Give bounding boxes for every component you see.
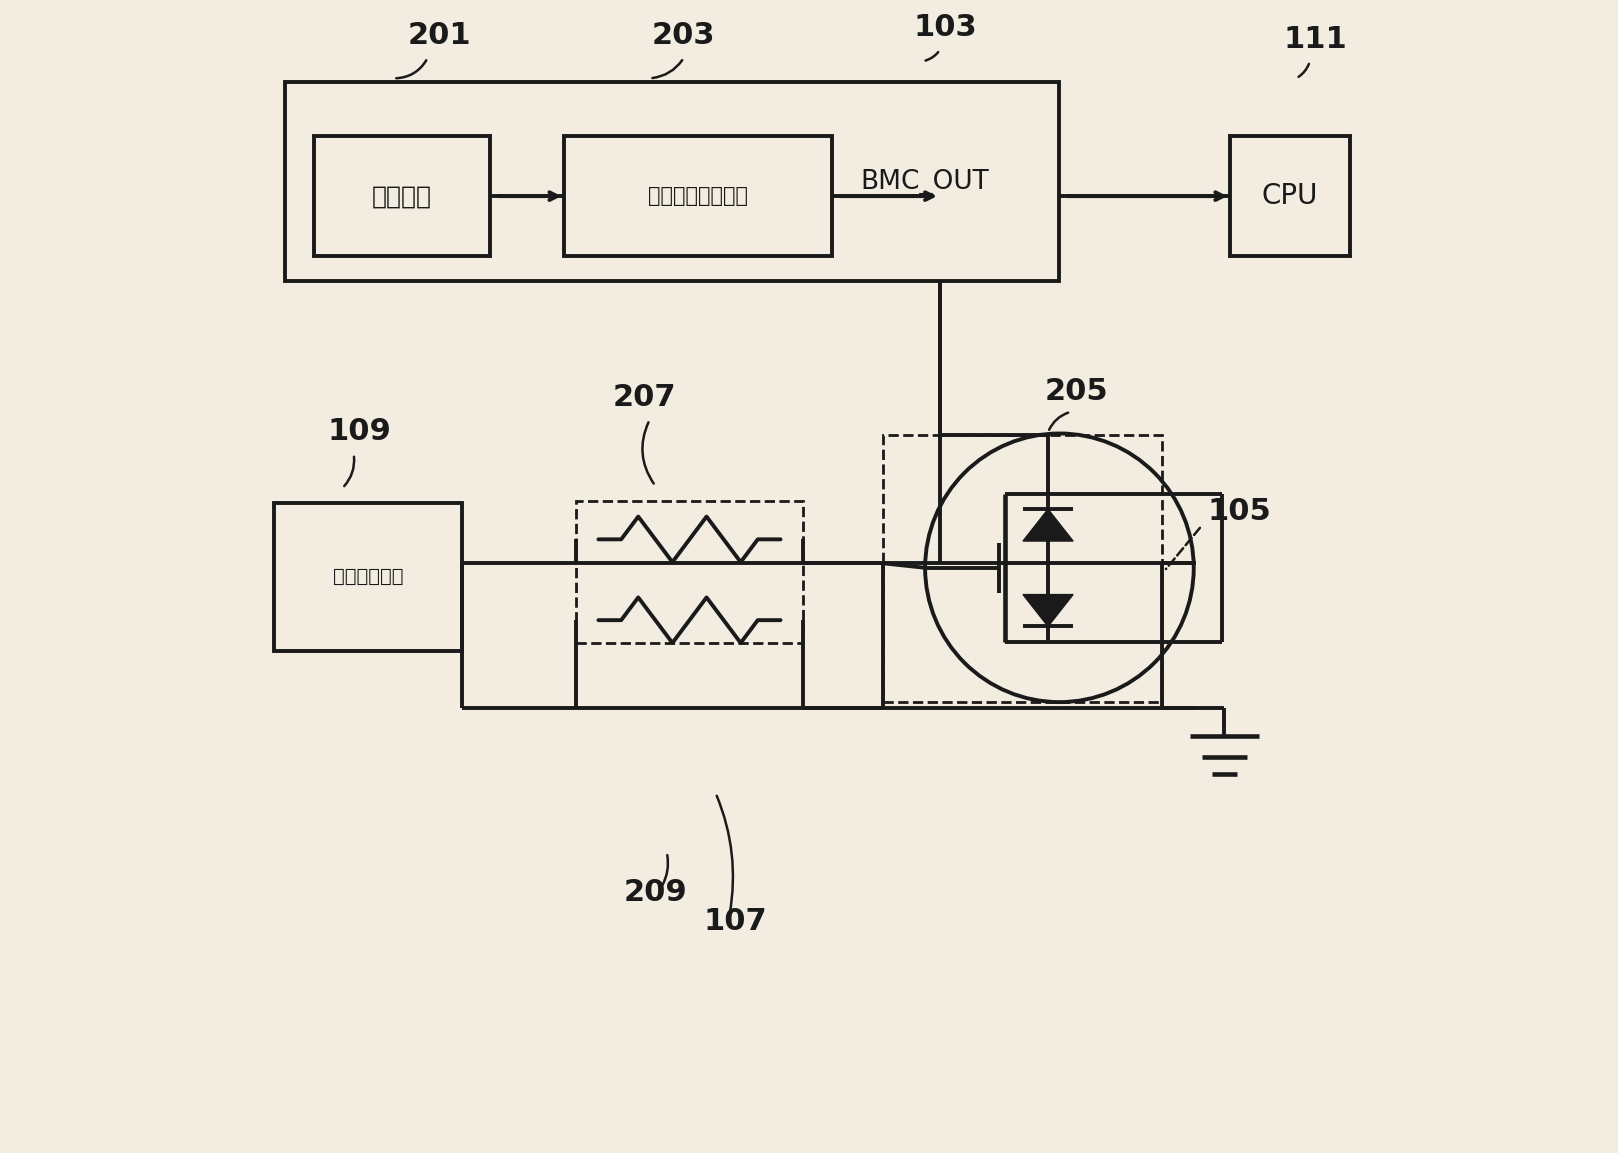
Text: 测温仪器: 测温仪器 xyxy=(372,184,432,209)
Text: BMC_OUT: BMC_OUT xyxy=(861,168,989,195)
Bar xyxy=(1230,136,1349,256)
Text: 209: 209 xyxy=(623,879,688,907)
FancyArrowPatch shape xyxy=(662,856,668,886)
Bar xyxy=(314,136,490,256)
Text: 107: 107 xyxy=(704,906,767,936)
Text: 207: 207 xyxy=(612,383,676,412)
FancyArrowPatch shape xyxy=(396,60,426,78)
Text: 203: 203 xyxy=(652,21,715,51)
Polygon shape xyxy=(1023,510,1073,541)
Text: 105: 105 xyxy=(1207,497,1272,526)
FancyArrowPatch shape xyxy=(345,457,354,487)
Bar xyxy=(576,500,803,643)
Bar xyxy=(273,503,461,651)
Text: CPU: CPU xyxy=(1262,182,1319,210)
Text: 205: 205 xyxy=(1045,377,1108,407)
Text: 基板管理控制模块: 基板管理控制模块 xyxy=(649,186,748,206)
Polygon shape xyxy=(1023,595,1073,626)
FancyArrowPatch shape xyxy=(1299,63,1309,77)
Text: 降压转换电路: 降压转换电路 xyxy=(333,567,403,587)
Text: 103: 103 xyxy=(914,13,977,43)
FancyArrowPatch shape xyxy=(652,60,683,78)
Text: 111: 111 xyxy=(1283,24,1348,53)
Bar xyxy=(883,435,1162,702)
Text: 201: 201 xyxy=(408,21,471,51)
FancyArrowPatch shape xyxy=(1048,413,1068,430)
Text: 109: 109 xyxy=(327,417,392,446)
FancyArrowPatch shape xyxy=(925,52,938,61)
FancyArrowPatch shape xyxy=(717,796,733,913)
Bar xyxy=(285,82,1060,281)
Bar xyxy=(565,136,832,256)
FancyArrowPatch shape xyxy=(642,422,654,483)
